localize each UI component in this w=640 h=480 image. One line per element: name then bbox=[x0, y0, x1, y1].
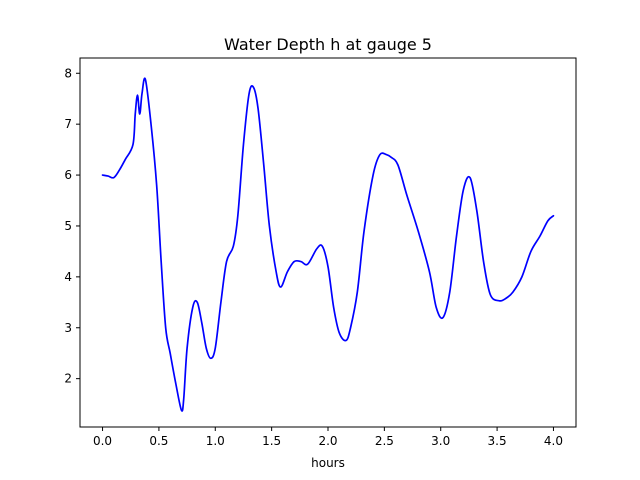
y-tick-label: 5 bbox=[64, 219, 72, 233]
x-tick-label: 0.5 bbox=[149, 434, 168, 448]
chart-title: Water Depth h at gauge 5 bbox=[224, 35, 432, 54]
y-tick-label: 6 bbox=[64, 168, 72, 182]
x-axis: 0.0 0.5 1.0 1.5 2.0 2.5 3.0 3.5 4.0 bbox=[93, 427, 563, 448]
x-tick-label: 0.0 bbox=[93, 434, 112, 448]
x-tick-label: 1.5 bbox=[262, 434, 281, 448]
y-tick-label: 2 bbox=[64, 372, 72, 386]
x-tick-label: 1.0 bbox=[206, 434, 225, 448]
y-tick-label: 3 bbox=[64, 321, 72, 335]
y-tick-label: 4 bbox=[64, 270, 72, 284]
y-tick-label: 8 bbox=[64, 66, 72, 80]
x-axis-label: hours bbox=[311, 456, 345, 470]
y-axis: 2 3 4 5 6 7 8 bbox=[64, 66, 80, 386]
x-tick-label: 2.5 bbox=[375, 434, 394, 448]
x-tick-label: 2.0 bbox=[318, 434, 337, 448]
y-tick-label: 7 bbox=[64, 117, 72, 131]
x-tick-label: 4.0 bbox=[544, 434, 563, 448]
series-line-0 bbox=[101, 77, 555, 412]
plot-area bbox=[101, 77, 555, 412]
x-tick-label: 3.5 bbox=[488, 434, 507, 448]
x-tick-label: 3.0 bbox=[431, 434, 450, 448]
